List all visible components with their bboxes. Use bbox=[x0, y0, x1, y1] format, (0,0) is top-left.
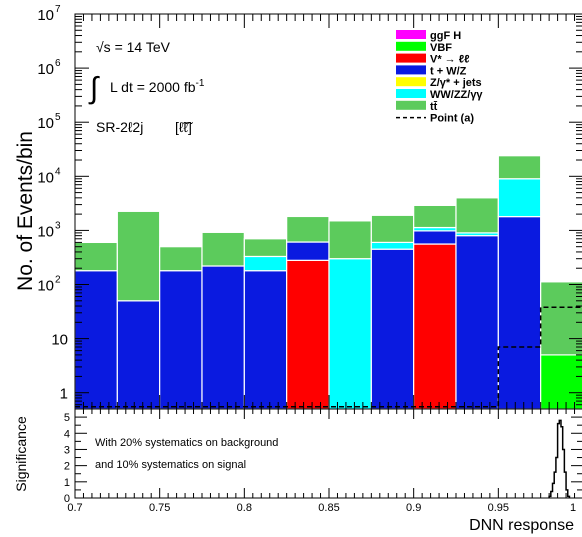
legend-label: Z/γ* + jets bbox=[430, 77, 482, 89]
bar-tt--bin-9 bbox=[455, 197, 499, 234]
bar-tt--bin-7 bbox=[370, 214, 415, 244]
bar-v--bin-8 bbox=[413, 243, 457, 410]
bar-ww-zz--bin-6 bbox=[328, 258, 372, 410]
bar-tt--bin-11 bbox=[540, 281, 582, 356]
legend-label: ggF H bbox=[430, 30, 461, 42]
bar-t-w-z-bin-7 bbox=[370, 248, 415, 410]
significance-y-ticks: 0 1 2 3 4 5 bbox=[64, 412, 582, 505]
legend-swatch bbox=[396, 65, 426, 75]
bar-t-w-z-bin-1 bbox=[116, 300, 161, 410]
sig-x-tick-label: 0.8 bbox=[237, 502, 252, 514]
energy-label: √s = 14 TeV bbox=[96, 39, 171, 55]
y-tick-label-exponent: 5 bbox=[55, 112, 61, 123]
bar-tt--bin-3 bbox=[201, 231, 245, 267]
bar-ww-zz--bin-10 bbox=[497, 178, 542, 218]
bar-tt--bin-5 bbox=[286, 215, 330, 243]
legend-label: VBF bbox=[430, 42, 452, 54]
y-tick-label: 10 bbox=[37, 7, 54, 24]
significance-plot-frame bbox=[74, 408, 582, 499]
y-tick-label: 10 bbox=[37, 169, 54, 186]
bar-ww-zz--bin-7 bbox=[370, 241, 415, 250]
sig-y-tick-label: 0 bbox=[64, 493, 70, 505]
legend-swatch bbox=[396, 100, 426, 110]
y-tick-label: 10 bbox=[37, 223, 54, 240]
sig-x-tick-label: 0.95 bbox=[488, 502, 509, 514]
legend-swatch bbox=[396, 53, 426, 63]
bar-t-w-z-bin-0 bbox=[74, 270, 118, 410]
sig-x-tick-label: 1 bbox=[570, 502, 576, 514]
legend-swatch bbox=[396, 30, 426, 39]
y-tick-label: 10 bbox=[37, 278, 54, 295]
bar-tt--bin-1 bbox=[116, 210, 161, 302]
systematics-note-line2: and 10% systematics on signal bbox=[95, 459, 246, 471]
bar-tt--bin-2 bbox=[159, 246, 203, 272]
y-tick-label-exponent: 7 bbox=[55, 4, 61, 15]
y-tick-label-exponent: 2 bbox=[55, 275, 61, 286]
legend-label: V* → ℓℓ bbox=[430, 54, 469, 66]
significance-curve bbox=[548, 419, 571, 498]
sig-x-tick-label: 0.7 bbox=[67, 502, 82, 514]
legend-label: t + W/Z bbox=[430, 65, 467, 77]
sig-y-tick-label: 2 bbox=[64, 461, 70, 473]
bar-tt--bin-6 bbox=[328, 220, 372, 260]
bar-ww-zz--bin-4 bbox=[243, 255, 288, 272]
main-x-ticks bbox=[74, 14, 576, 409]
legend-label: tt̄ bbox=[430, 101, 438, 113]
bar-t-w-z-bin-3 bbox=[201, 265, 245, 410]
sig-x-tick-label: 0.9 bbox=[406, 502, 421, 514]
bar-tt--bin-10 bbox=[497, 155, 542, 180]
legend-label: Point (a) bbox=[430, 113, 474, 125]
significance-step-line bbox=[548, 419, 571, 498]
significance-y-axis-title: Significance bbox=[13, 416, 29, 492]
legend-swatch bbox=[396, 77, 426, 87]
legend-swatch bbox=[396, 41, 426, 51]
sig-y-tick-label: 4 bbox=[64, 428, 70, 440]
systematics-note-line1: With 20% systematics on background bbox=[95, 437, 278, 449]
y-tick-label: 10 bbox=[51, 332, 68, 349]
y-tick-label-exponent: 4 bbox=[55, 166, 61, 177]
bar-t-w-z-bin-8 bbox=[413, 230, 457, 245]
bar-t-w-z-bin-5 bbox=[286, 241, 330, 261]
legend-swatch bbox=[396, 89, 426, 98]
y-tick-label: 1 bbox=[60, 386, 68, 403]
lumi-integral-symbol: ∫ bbox=[88, 72, 100, 105]
y-tick-label-exponent: 3 bbox=[55, 220, 61, 231]
bar-t-w-z-bin-4 bbox=[243, 270, 288, 410]
sig-y-tick-label: 3 bbox=[64, 444, 70, 456]
bar-v--bin-5 bbox=[286, 259, 330, 410]
sig-x-tick-label: 0.75 bbox=[149, 502, 170, 514]
lumi-exponent: -1 bbox=[196, 78, 205, 89]
bar-tt--bin-4 bbox=[243, 238, 288, 258]
y-tick-label: 10 bbox=[37, 61, 54, 78]
sig-y-tick-label: 5 bbox=[64, 412, 70, 424]
significance-x-ticks: 0.7 0.75 0.8 0.85 0.9 0.95 1 bbox=[67, 409, 576, 514]
sig-x-tick-label: 0.85 bbox=[318, 502, 339, 514]
sig-y-tick-label: 1 bbox=[64, 477, 70, 489]
main-y-axis-title: No. of Events/bin bbox=[14, 131, 37, 291]
lumi-text: L dt = 2000 fb bbox=[110, 79, 196, 95]
lumi-label: L dt = 2000 fb-1 bbox=[110, 78, 205, 95]
stacked-histogram bbox=[74, 155, 582, 410]
region-label: SR-2ℓ2j bbox=[96, 119, 143, 135]
legend-label: WW/ZZ/γγ bbox=[430, 89, 483, 101]
bar-vbf-bin-11 bbox=[540, 354, 582, 410]
x-axis-title: DNN response bbox=[469, 517, 574, 534]
bar-tt--bin-8 bbox=[413, 204, 457, 229]
bar-t-w-z-bin-9 bbox=[455, 235, 499, 410]
y-tick-label-exponent: 6 bbox=[55, 58, 61, 69]
bar-t-w-z-bin-2 bbox=[159, 270, 203, 410]
bar-t-w-z-bin-10 bbox=[497, 215, 542, 410]
region-symbol: [ℓ̃ℓ̃] bbox=[175, 119, 193, 135]
y-tick-label: 10 bbox=[37, 115, 54, 132]
